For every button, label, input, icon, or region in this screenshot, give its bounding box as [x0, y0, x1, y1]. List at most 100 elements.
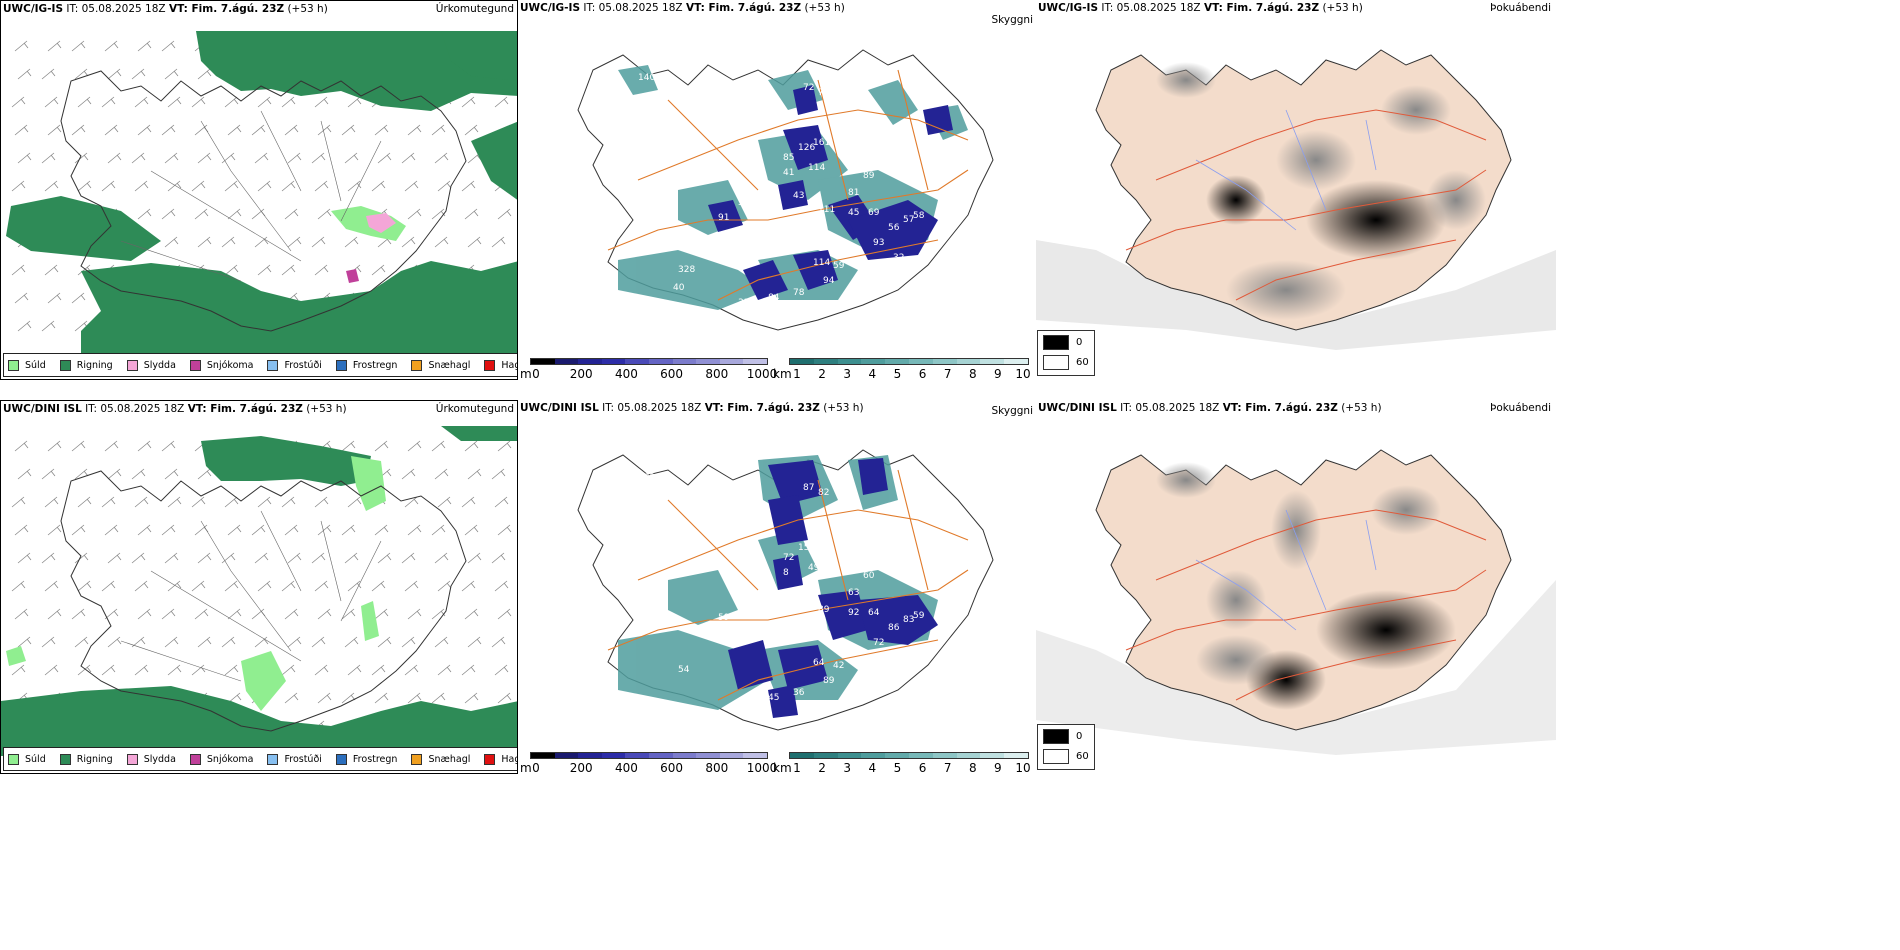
wind-barb: [431, 692, 446, 704]
colorbar-segment: [696, 359, 720, 364]
legend-item: Slydda: [126, 753, 176, 765]
wind-barb: [134, 96, 149, 108]
visibility-number: 32: [893, 253, 904, 263]
wind-barb: [374, 692, 389, 704]
colorbar-tick: 10: [1015, 367, 1031, 380]
fog-legend-item: 60: [1043, 749, 1089, 764]
visibility-number: 56: [888, 223, 900, 233]
ceiling-colorbar: m 0 200 400 600 800 1000: [520, 752, 777, 774]
rivers: [120, 110, 382, 282]
legend-item: Haglél: [484, 359, 517, 371]
roads: [607, 469, 969, 701]
visibility-number: 49: [808, 563, 820, 573]
wind-barb: [104, 124, 119, 136]
wind-barb: [311, 152, 326, 164]
legend-label: Snjókoma: [206, 359, 254, 371]
colorbar-segment: [885, 753, 909, 758]
wind-barb: [281, 496, 296, 508]
colorbar-segment: [861, 359, 886, 364]
wind-barb: [371, 264, 386, 276]
colorbar-segment: [813, 359, 838, 364]
wind-barb: [194, 124, 209, 136]
colorbar-tick: 9: [994, 761, 1002, 774]
ceiling-visibility-panel-row2: UWC/DINI ISL IT: 05.08.2025 18Z VT: Fim.…: [518, 400, 1036, 774]
wind-barb: [47, 40, 62, 52]
wind-barb: [464, 440, 479, 452]
fog-legend-item: 60: [1043, 355, 1089, 370]
wind-barb: [284, 692, 299, 704]
colorbar-segment: [790, 359, 814, 364]
ceiling-unit: m: [520, 367, 532, 380]
roads: [607, 69, 969, 301]
iceland-outline: [60, 470, 467, 732]
wind-barb: [401, 236, 416, 248]
rain-area-south: [81, 261, 517, 356]
colorbar-segment: [980, 359, 1005, 364]
snow-area: [346, 269, 359, 283]
wind-barb: [437, 664, 452, 676]
legend-item: Súld: [8, 753, 46, 765]
wind-barb: [17, 68, 32, 80]
legend-label: Haglél: [501, 753, 517, 765]
visibility-number: 161: [813, 138, 830, 148]
wind-barb: [101, 180, 116, 192]
fog-legend-item: 0: [1043, 335, 1082, 350]
wind-barb: [257, 180, 272, 192]
colorbar-tick: 400: [614, 761, 638, 774]
panel-title: UWC/DINI ISL IT: 05.08.2025 18Z VT: Fim.…: [1038, 402, 1382, 414]
visibility-number: 57: [903, 215, 914, 225]
wind-barb: [317, 124, 332, 136]
wind-barb: [164, 236, 179, 248]
visibility-number: 94: [823, 276, 835, 286]
wind-barb: [311, 552, 326, 564]
legend-item: Rigning: [59, 753, 113, 765]
wind-barb: [347, 496, 362, 508]
wind-barb: [161, 40, 176, 52]
legend-swatch: [189, 753, 201, 765]
visibility-number: 84: [768, 293, 780, 303]
wind-barb: [281, 96, 296, 108]
colorbar-tick: 8: [968, 367, 977, 380]
wind-barb: [104, 40, 119, 52]
visibility-number: 72: [803, 83, 814, 93]
wind-barb: [404, 580, 419, 592]
colorbar-tick: 600: [660, 761, 684, 774]
wind-barb: [191, 496, 206, 508]
wind-barb: [374, 608, 389, 620]
colorbar-tick: 200: [569, 367, 593, 380]
wind-barb: [17, 320, 32, 332]
colorbar-segment: [554, 359, 579, 364]
legend-label: Snæhagl: [428, 753, 471, 765]
wind-barb: [41, 320, 56, 332]
colorbar-segment: [837, 753, 862, 758]
wind-barb: [101, 664, 116, 676]
visibility-number: 42: [833, 661, 844, 671]
visibility-number: 45: [848, 208, 859, 218]
wind-barb: [497, 692, 512, 704]
wind-barb: [41, 68, 56, 80]
wind-barb: [257, 96, 272, 108]
wind-barb: [401, 636, 416, 648]
wind-barb: [47, 124, 62, 136]
colorbar-tick: 9: [994, 367, 1002, 380]
legend-label: Frostregn: [352, 359, 398, 371]
legend-swatch: [267, 753, 279, 765]
colorbar-tick: 5: [893, 367, 902, 380]
colorbar-segment: [956, 359, 981, 364]
visibility-number: 87: [803, 483, 814, 493]
legend-swatch: [189, 359, 201, 371]
colorbar-tick: 2: [818, 367, 826, 380]
wind-barb: [167, 96, 182, 108]
rivers: [1195, 509, 1377, 631]
wind-barb: [434, 236, 449, 248]
wind-barb: [197, 468, 212, 480]
legend-item: Haglél: [484, 753, 517, 765]
visibility-number: 91: [718, 213, 729, 223]
wind-barb: [347, 96, 362, 108]
wind-barb: [341, 124, 356, 136]
wind-barb: [431, 208, 446, 220]
wind-barb: [404, 496, 419, 508]
visibility-number: 83: [903, 615, 914, 625]
wind-barb: [497, 524, 512, 536]
colorbar-segment: [531, 359, 555, 364]
